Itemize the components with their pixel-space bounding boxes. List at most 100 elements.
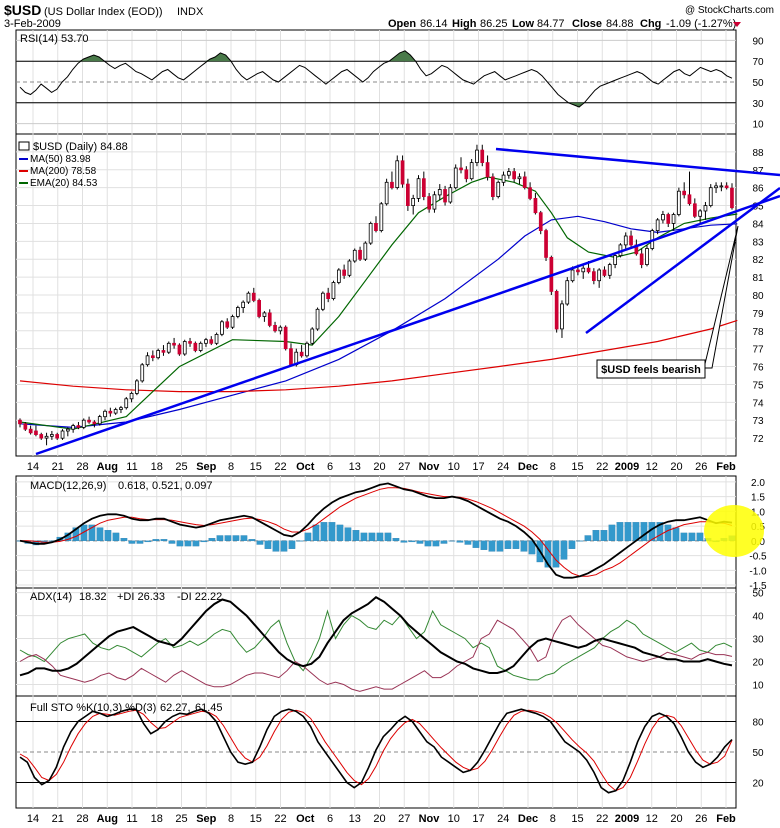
macd-histogram-bar bbox=[88, 524, 96, 541]
candle-body bbox=[305, 342, 309, 357]
candle-body bbox=[358, 249, 362, 260]
adx-legend: ADX(14) 18.32 +DI 26.33 -DI 22.22 bbox=[30, 591, 222, 603]
symbol-name: (US Dollar Index (EOD)) bbox=[44, 6, 163, 18]
macd-histogram-bar bbox=[504, 540, 512, 549]
candle-body bbox=[480, 149, 485, 164]
adx-legend-plus: +DI 26.33 bbox=[117, 591, 165, 603]
candle-body bbox=[597, 269, 602, 282]
macd-histogram-bar bbox=[192, 540, 200, 547]
minus-di-line bbox=[19, 614, 733, 692]
ma50-legend-text: MA(50) 83.98 bbox=[30, 154, 91, 165]
candle-body bbox=[166, 342, 171, 353]
candle-body bbox=[156, 350, 160, 359]
candle-body bbox=[267, 312, 272, 326]
adx-legend-prefix: ADX(14) bbox=[30, 591, 72, 603]
bottom-x-axis-label: 17 bbox=[472, 813, 484, 825]
macd-histogram-bar bbox=[224, 535, 232, 541]
low-label: Low bbox=[512, 18, 534, 30]
candle-body bbox=[336, 269, 341, 283]
rsi-tick-label: 30 bbox=[752, 99, 764, 110]
candle-body bbox=[113, 409, 118, 414]
candle-body bbox=[592, 271, 596, 282]
candle-body bbox=[613, 255, 618, 265]
ma200-line bbox=[19, 319, 738, 393]
candle-body bbox=[437, 189, 442, 196]
macd-histogram-bar bbox=[112, 532, 120, 542]
macd-histogram-bar bbox=[248, 539, 256, 542]
candle-body bbox=[289, 348, 293, 366]
candle-body bbox=[671, 214, 676, 224]
watermark: @ StockCharts.com bbox=[685, 5, 774, 16]
candle-body bbox=[565, 280, 570, 305]
macd-histogram-bar bbox=[624, 522, 632, 542]
macd-histogram-bar bbox=[232, 535, 240, 541]
candle-body bbox=[342, 269, 347, 276]
callout-pointer bbox=[703, 225, 739, 369]
bottom-x-axis-label: 20 bbox=[373, 813, 385, 825]
candle-body bbox=[97, 416, 102, 425]
candle-body bbox=[363, 242, 368, 260]
price-chart bbox=[18, 144, 738, 446]
bottom-x-axis-label: 12 bbox=[646, 813, 658, 825]
sto-legend: Full STO %K(10,3) %D(3) 62.27, 61.45 bbox=[30, 702, 223, 714]
price-tick-label: 85 bbox=[752, 202, 764, 213]
rsi-tick-label: 10 bbox=[752, 120, 764, 131]
macd-histogram-bar bbox=[448, 540, 456, 542]
candle-body bbox=[517, 176, 522, 180]
macd-histogram-bar bbox=[360, 532, 368, 542]
bottom-x-axis-label: 22 bbox=[274, 813, 286, 825]
price-legend: $USD (Daily) 84.88 MA(50) 83.98 MA(200) … bbox=[18, 141, 128, 189]
candle-body bbox=[703, 205, 708, 212]
candle-body bbox=[623, 235, 628, 246]
macd-histogram-bar bbox=[592, 530, 600, 541]
rsi-tick-label: 70 bbox=[752, 57, 764, 68]
bottom-x-axis-label: 25 bbox=[175, 813, 187, 825]
x-axis-label: 24 bbox=[497, 461, 509, 473]
macd-tick-label: 1.0 bbox=[751, 507, 765, 518]
x-axis-label: 8 bbox=[228, 461, 234, 473]
candle-body bbox=[161, 350, 166, 353]
macd-histogram-bar bbox=[432, 540, 440, 547]
macd-histogram-bar bbox=[216, 535, 224, 541]
bottom-x-axis-label: 11 bbox=[126, 813, 137, 825]
macd-histogram-bar bbox=[392, 538, 400, 542]
candle-body bbox=[639, 253, 644, 265]
close-value: 84.88 bbox=[606, 18, 634, 30]
candle-body bbox=[278, 326, 283, 332]
candle-body bbox=[506, 171, 511, 176]
macd-histogram-bar bbox=[200, 540, 208, 543]
macd-histogram-bar bbox=[400, 540, 408, 543]
x-axis-label: 25 bbox=[175, 461, 187, 473]
x-axis-label: 10 bbox=[448, 461, 460, 473]
candle-body bbox=[108, 410, 113, 414]
macd-tick-label: -1.0 bbox=[749, 566, 767, 577]
macd-histogram-bar bbox=[656, 522, 664, 542]
bottom-x-axis-label: Nov bbox=[419, 813, 441, 825]
rsi-overbought-fill bbox=[20, 50, 732, 62]
macd-histogram-bar bbox=[416, 540, 424, 544]
candle-body bbox=[320, 292, 325, 310]
macd-tick-label: -1.5 bbox=[749, 581, 767, 592]
adx-tick-label: 20 bbox=[752, 658, 764, 669]
macd-tick-label: 2.0 bbox=[751, 478, 765, 489]
x-axis-label: 15 bbox=[250, 461, 262, 473]
candle-body bbox=[485, 162, 490, 178]
close-label: Close bbox=[572, 18, 602, 30]
candle-body bbox=[129, 392, 134, 400]
bottom-x-axis-label: Oct bbox=[296, 813, 315, 825]
date-label: 3-Feb-2009 bbox=[4, 18, 61, 30]
x-axis-label: 17 bbox=[472, 461, 484, 473]
candle-body bbox=[134, 380, 139, 394]
candle-body bbox=[55, 434, 60, 439]
price-tick-label: 72 bbox=[752, 434, 764, 445]
x-axis-label: 22 bbox=[596, 461, 608, 473]
price-tick-label: 84 bbox=[752, 219, 764, 230]
price-tick-label: 75 bbox=[752, 380, 764, 391]
candle-body bbox=[262, 312, 267, 317]
macd-histogram-bar bbox=[376, 532, 384, 542]
price-tick-label: 79 bbox=[752, 309, 764, 320]
macd-histogram-bar bbox=[368, 532, 376, 542]
macd-legend-signal: 0.521, bbox=[152, 480, 183, 492]
candle-body bbox=[34, 430, 38, 435]
candle-body bbox=[655, 219, 660, 231]
